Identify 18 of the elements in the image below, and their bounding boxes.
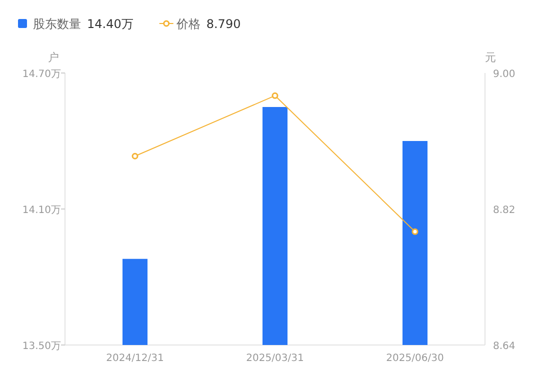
x-tick-label: 2024/12/31 — [106, 353, 164, 364]
y2-axis-title: 元 — [485, 51, 496, 64]
y2-tick-label: 8.64 — [493, 341, 516, 352]
point — [412, 228, 418, 235]
y-tick-label: 14.70万 — [22, 69, 61, 80]
y-axis-title: 户 — [48, 51, 59, 64]
y-tick-label: 13.50万 — [22, 341, 61, 352]
point — [272, 92, 278, 99]
y2-tick-label: 8.82 — [493, 205, 516, 216]
x-tick-label: 2025/03/31 — [246, 353, 304, 364]
text: 14.40万 — [87, 17, 134, 31]
legend-label: 股东数量 — [33, 17, 81, 31]
point — [132, 152, 138, 160]
y-tick-label: 14.10万 — [22, 205, 61, 216]
y2-tick-label: 9.00 — [493, 69, 516, 80]
text: 8.790 — [206, 17, 241, 31]
legend-label: 价格 — [175, 17, 200, 31]
x-tick-label: 2025/06/30 — [386, 353, 444, 364]
